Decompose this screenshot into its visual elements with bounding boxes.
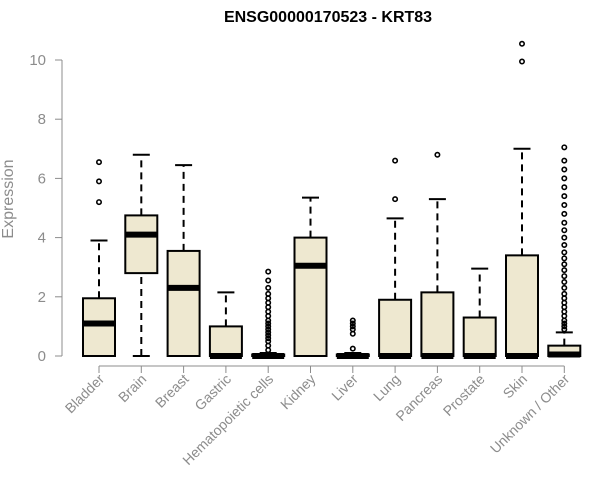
box-breast (166, 164, 201, 357)
outlier-point (265, 290, 272, 297)
box-brain (124, 153, 159, 357)
box-iqr (166, 249, 201, 357)
box-iqr (462, 316, 497, 357)
outlier-point (561, 261, 568, 268)
box-iqr (293, 236, 328, 358)
x-tick-label: Liver (328, 371, 361, 404)
outlier-point (561, 290, 568, 297)
y-tick-label: 6 (38, 170, 46, 187)
outlier-point (561, 144, 568, 151)
outlier-point (265, 268, 272, 275)
x-tick-label: Kidney (277, 371, 319, 413)
box-pancreas (420, 151, 455, 359)
outlier-point (561, 326, 568, 333)
y-tick-label: 0 (38, 348, 46, 365)
outlier-point (561, 193, 568, 200)
box-bladder (82, 159, 116, 357)
box-lung (378, 157, 413, 359)
x-tick-label: Breast (152, 371, 192, 411)
outlier-point (561, 284, 568, 291)
outlier-point (561, 175, 568, 182)
outlier-point (561, 166, 568, 173)
x-tick-label: Bladder (62, 371, 108, 417)
outlier-point (96, 178, 103, 185)
box-hematopoietic-cells (251, 268, 286, 359)
outlier-point (561, 273, 568, 280)
outlier-point (265, 329, 272, 336)
outlier-point (561, 255, 568, 262)
outlier-point (518, 58, 525, 65)
outlier-point (561, 234, 568, 241)
x-tick-label: Brain (115, 371, 149, 405)
outlier-point (265, 335, 272, 342)
x-tick-label: Prostate (440, 371, 488, 419)
outlier-point (265, 320, 272, 327)
outlier-point (349, 320, 356, 327)
x-tick-label: Unknown / Other (487, 371, 573, 457)
outlier-point (561, 249, 568, 256)
box-iqr (378, 298, 413, 358)
outlier-point (561, 278, 568, 285)
outlier-point (96, 159, 103, 166)
y-tick-label: 2 (38, 289, 46, 306)
outlier-point (96, 199, 103, 206)
box-iqr (82, 297, 116, 357)
box-kidney (293, 196, 328, 358)
box-gastric (208, 291, 243, 359)
outlier-point (265, 277, 272, 284)
y-tick-label: 8 (38, 111, 46, 128)
box-unknown-other (547, 144, 582, 358)
outlier-point (561, 267, 568, 274)
outlier-point (349, 323, 356, 330)
x-tick-label: Pancreas (392, 371, 445, 424)
y-tick-label: 4 (38, 230, 46, 247)
outlier-point (561, 242, 568, 249)
y-axis-label: Expression (0, 159, 17, 238)
outlier-point (265, 326, 272, 333)
outlier-point (561, 219, 568, 226)
chart-title: ENSG00000170523 - KRT83 (224, 9, 432, 26)
box-iqr (505, 254, 539, 357)
outlier-point (518, 40, 525, 47)
x-tick-label: Lung (370, 371, 403, 404)
box-liver (335, 317, 370, 359)
x-tick-label: Skin (500, 371, 531, 402)
box-skin (505, 40, 539, 359)
outlier-point (561, 184, 568, 191)
outlier-point (561, 323, 568, 330)
outlier-point (561, 210, 568, 217)
box-iqr (208, 325, 243, 357)
outlier-point (265, 338, 272, 345)
outlier-point (265, 332, 272, 339)
outlier-point (434, 151, 441, 158)
outlier-point (265, 323, 272, 330)
outlier-point (392, 196, 399, 203)
box-prostate (462, 267, 497, 359)
outlier-point (349, 345, 356, 352)
box-iqr (124, 214, 159, 275)
y-tick-label: 10 (29, 52, 46, 69)
outlier-point (392, 157, 399, 164)
outlier-point (349, 317, 356, 324)
outlier-point (561, 227, 568, 234)
outlier-point (561, 202, 568, 209)
outlier-point (561, 320, 568, 327)
outlier-point (349, 326, 356, 333)
box-iqr (420, 291, 455, 357)
y-axis: 0 2 4 6 8 10 (29, 52, 63, 365)
plot-area (82, 40, 582, 359)
outlier-point (265, 284, 272, 291)
outlier-point (561, 157, 568, 164)
